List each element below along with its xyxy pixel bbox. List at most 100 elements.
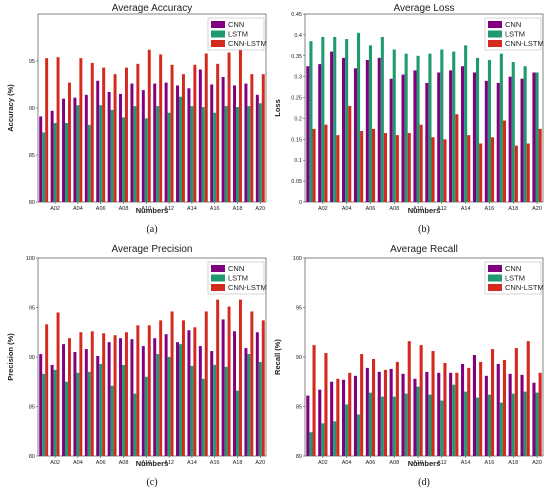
- bar-cnn-a14: [461, 363, 465, 456]
- y-tick-label: 80: [29, 200, 35, 206]
- bar-cnn-a17: [496, 363, 500, 456]
- y-tick-label: 95: [29, 306, 35, 312]
- bar-lstm-a10: [144, 118, 148, 202]
- bar-cnn-lstm-a11: [431, 351, 435, 456]
- bar-cnn-a12: [437, 372, 441, 456]
- bar-cnn-lstm-a12: [170, 311, 174, 456]
- bar-lstm-a15: [476, 397, 480, 456]
- bar-cnn-a14: [187, 88, 191, 202]
- legend-swatch-lstm: [211, 30, 225, 38]
- bar-cnn-a16: [210, 84, 214, 202]
- bar-lstm-a09: [404, 393, 408, 456]
- bar-cnn-lstm-a14: [193, 64, 197, 202]
- bar-cnn-lstm-a02: [56, 312, 60, 456]
- bar-cnn-lstm-a20: [261, 320, 265, 456]
- precision-panel: Average Precision 80 85 90 95 100 A02 A04 A06 A08…: [6, 244, 267, 488]
- bar-cnn-a16: [484, 375, 488, 456]
- x-tick-label: A04: [73, 206, 83, 212]
- y-tick-label: 0.45: [291, 12, 302, 18]
- y-tick-label: 85: [29, 405, 35, 411]
- x-tick-label: A12: [164, 206, 174, 212]
- bar-cnn-lstm-a19: [250, 311, 254, 456]
- bar-cnn-a19: [244, 83, 248, 202]
- bar-cnn-a08: [119, 93, 123, 202]
- bar-cnn-lstm-a08: [124, 67, 128, 202]
- y-tick-label: 90: [296, 355, 302, 361]
- bar-cnn-a11: [425, 371, 429, 456]
- legend-label-lstm: LSTM: [228, 274, 248, 283]
- bar-cnn-lstm-a15: [479, 143, 483, 202]
- bar-lstm-a06: [99, 105, 103, 202]
- bar-lstm-a10: [144, 376, 148, 456]
- y-axis-label: Loss: [273, 99, 282, 117]
- legend-label-lstm: LSTM: [505, 274, 525, 283]
- x-tick-label: A20: [532, 206, 542, 212]
- bar-lstm-a11: [156, 354, 160, 456]
- bar-cnn-a01: [39, 354, 43, 456]
- y-tick-label: 0.15: [291, 137, 302, 143]
- bar-cnn-a06: [96, 80, 100, 202]
- bar-cnn-a15: [472, 72, 476, 203]
- bar-cnn-lstm-a10: [419, 345, 423, 456]
- bar-lstm-a04: [76, 372, 80, 456]
- bar-cnn-lstm-a18: [514, 348, 518, 456]
- bar-lstm-a07: [380, 36, 384, 203]
- bar-cnn-lstm-a17: [227, 52, 231, 202]
- bar-cnn-lstm-a04: [79, 58, 83, 203]
- bar-cnn-lstm-a10: [147, 49, 151, 202]
- x-tick-label: A14: [187, 460, 197, 466]
- bar-cnn-a01: [306, 66, 310, 202]
- bar-cnn-a04: [342, 57, 346, 203]
- y-axis-label: Accuracy (%): [6, 84, 15, 132]
- bar-lstm-a17: [224, 366, 228, 456]
- bar-cnn-a02: [318, 64, 322, 202]
- bar-cnn-a03: [330, 381, 334, 456]
- bar-cnn-a17: [221, 319, 225, 456]
- bar-cnn-a13: [176, 342, 180, 456]
- x-tick-label: A02: [318, 206, 328, 212]
- bar-cnn-a09: [130, 83, 134, 202]
- x-tick-label: A10: [141, 206, 151, 212]
- bar-cnn-lstm-a07: [113, 335, 117, 456]
- bar-lstm-a14: [464, 45, 468, 202]
- x-tick-label: A12: [437, 206, 447, 212]
- bar-lstm-a08: [392, 49, 396, 203]
- bar-lstm-a10: [416, 386, 420, 456]
- legend-swatch-cnn-lstm: [211, 284, 225, 291]
- bar-cnn-a07: [377, 57, 381, 203]
- bar-lstm-a06: [368, 392, 372, 456]
- bar-cnn-a15: [198, 69, 202, 203]
- x-tick-label: A02: [318, 460, 328, 466]
- bar-cnn-lstm-a05: [90, 331, 94, 456]
- bar-cnn-a01: [39, 116, 43, 202]
- bar-cnn-a16: [210, 351, 214, 456]
- bar-lstm-a09: [133, 393, 137, 456]
- legend-swatch-lstm: [211, 274, 225, 282]
- bar-cnn-a12: [164, 334, 168, 456]
- bar-lstm-a04: [345, 39, 349, 202]
- y-tick-label: 100: [293, 256, 302, 262]
- x-tick-label: A08: [389, 206, 399, 212]
- legend-swatch-cnn: [488, 265, 502, 272]
- bar-cnn-lstm-a11: [159, 54, 163, 202]
- bar-cnn-lstm-a13: [181, 320, 185, 456]
- bar-lstm-a20: [258, 103, 262, 202]
- x-tick-label: A06: [96, 206, 106, 212]
- x-tick-label: A08: [389, 460, 399, 466]
- bar-cnn-lstm-a13: [455, 114, 459, 202]
- bar-lstm-a12: [440, 400, 444, 456]
- bar-cnn-lstm-a04: [348, 372, 352, 456]
- bar-cnn-a06: [365, 367, 369, 456]
- x-tick-label: A12: [164, 460, 174, 466]
- y-tick-label: 0.3: [294, 75, 302, 81]
- y-tick-label: 0.4: [294, 33, 302, 39]
- bar-cnn-lstm-a16: [491, 349, 495, 456]
- bar-lstm-a12: [167, 357, 171, 456]
- x-tick-label: A04: [342, 206, 352, 212]
- bar-lstm-a05: [87, 371, 91, 456]
- bar-cnn-a18: [233, 331, 237, 456]
- legend-label-cnn-lstm: CNN-LSTM: [505, 283, 544, 292]
- bar-cnn-lstm-a17: [502, 120, 506, 202]
- bar-cnn-a13: [449, 70, 453, 203]
- bar-cnn-a02: [318, 389, 322, 456]
